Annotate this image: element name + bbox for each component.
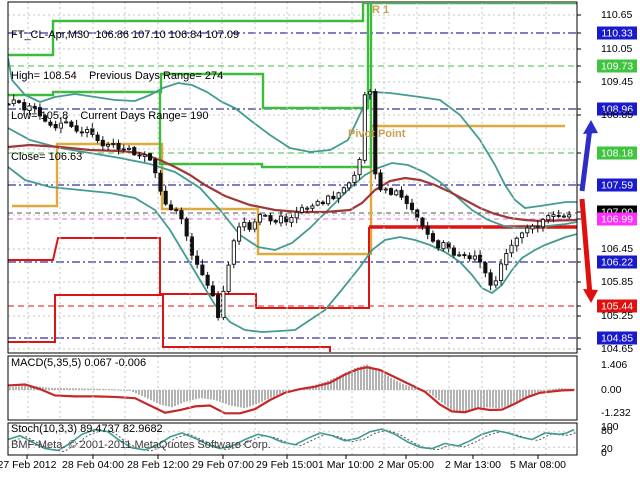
stoch-axis-label: 0 <box>601 447 607 459</box>
price-axis-label: 105.85 <box>601 276 634 288</box>
time-axis-label: 2 Mar 05:00 <box>377 459 435 471</box>
macd-axis-label: 0.00 <box>601 384 622 396</box>
stoch-axis-label: 100 <box>601 421 619 433</box>
time-axis-label: 29 Feb 07:00 <box>192 459 254 471</box>
macd-axis-label: -1.232 <box>601 407 631 419</box>
price-axis-label: 105.25 <box>601 310 634 322</box>
price-axis-label: 110.65 <box>601 9 633 21</box>
price-axis-label: 104.65 <box>601 343 634 355</box>
price-level-badge: 110.33 <box>597 26 637 40</box>
price-level-badge: 107.59 <box>597 178 637 192</box>
time-axis-label: 28 Feb 12:00 <box>127 459 189 471</box>
price-level-badge: 108.18 <box>597 146 637 160</box>
price-level-badge: 106.22 <box>597 255 637 269</box>
price-axis-label: 109.45 <box>601 76 634 88</box>
price-axis-label: 106.45 <box>601 243 634 255</box>
price-axis-label: 110.05 <box>601 43 633 55</box>
price-level-badge: 108.96 <box>597 102 637 116</box>
price-level-badge: 106.99 <box>597 212 637 226</box>
time-axis-label: 28 Feb 04:00 <box>62 459 124 471</box>
time-axis-label: 1 Mar 10:00 <box>317 459 375 471</box>
stoch-axis-label: 20 <box>601 443 613 455</box>
price-axis-label: 108.85 <box>601 109 634 121</box>
time-axis-label: 29 Feb 15:00 <box>256 459 318 471</box>
time-axis-label: 5 Mar 08:00 <box>509 459 567 471</box>
time-axis-label: 2 Mar 13:00 <box>444 459 502 471</box>
price-level-badge: 105.44 <box>597 299 637 313</box>
time-axis-label: 27 Feb 2012 <box>0 459 57 471</box>
price-level-badge: 109.73 <box>597 59 637 73</box>
stoch-axis-label: 80 <box>601 425 613 437</box>
macd-axis-label: 1.406 <box>601 359 628 371</box>
price-level-badge: 104.85 <box>597 331 637 345</box>
